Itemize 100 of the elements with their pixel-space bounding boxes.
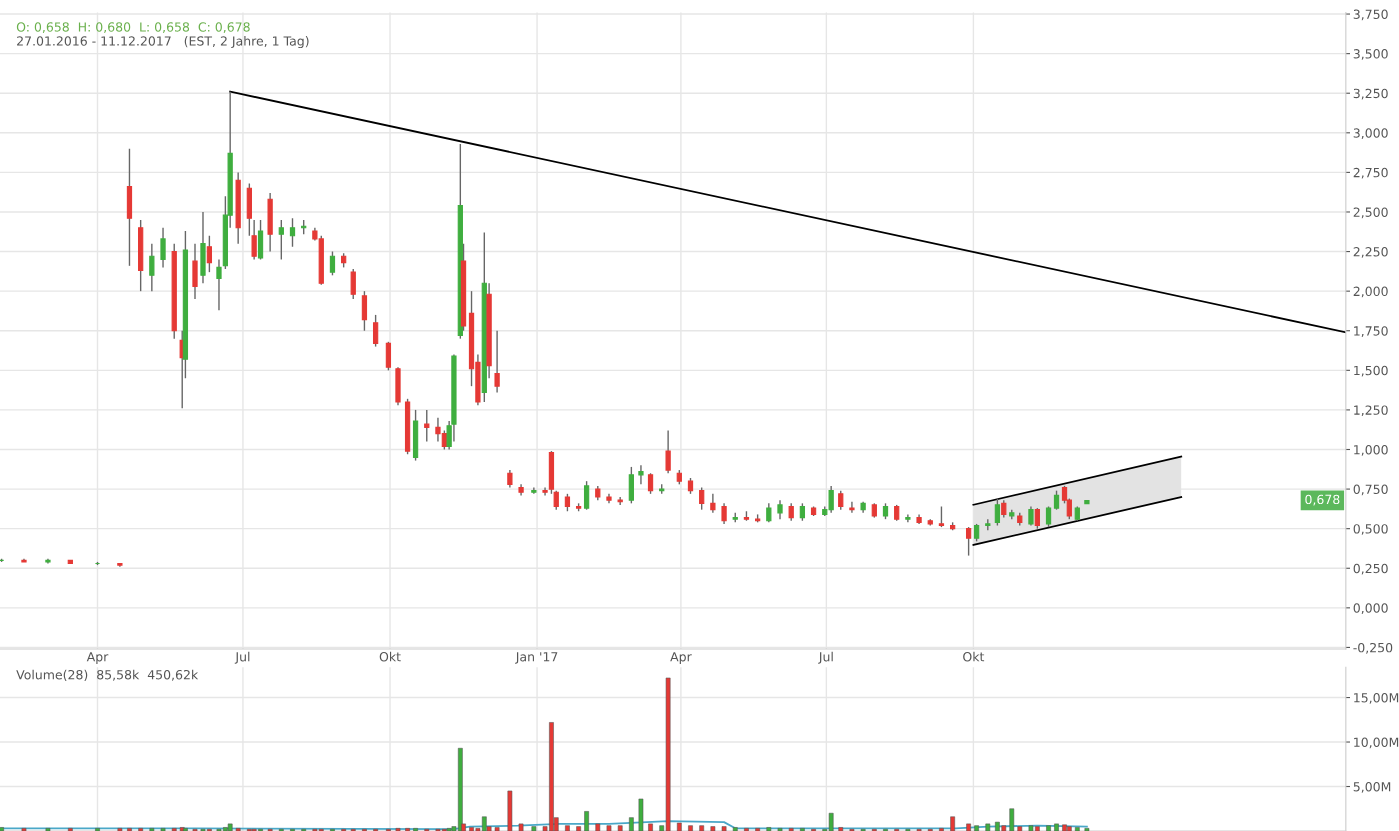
candlestick xyxy=(938,505,945,528)
y-tick-label: 0,250 xyxy=(1353,563,1388,575)
y-tick-label: 15,00M xyxy=(1354,693,1399,704)
candlestick xyxy=(424,409,430,443)
x-tick-label: Jul xyxy=(234,651,250,664)
candlestick xyxy=(1034,507,1040,530)
bar xyxy=(494,827,500,831)
y-tick-label: 1,500 xyxy=(1354,365,1388,377)
bar xyxy=(507,790,513,831)
bar xyxy=(21,828,27,831)
annotation: O: 0,658 H: 0,680 L: 0,658 C: 0,678 xyxy=(16,22,250,33)
candlestick xyxy=(583,480,590,511)
bar xyxy=(606,825,612,831)
candlestick xyxy=(638,464,644,486)
candlestick xyxy=(1028,505,1034,527)
bar xyxy=(974,825,979,831)
bar xyxy=(227,823,233,831)
candlestick xyxy=(160,227,166,269)
y-tick-label: 1,250 xyxy=(1354,405,1388,417)
bar xyxy=(966,823,971,831)
candlestick xyxy=(617,496,623,506)
x-tick-label: Apr xyxy=(86,652,109,664)
candlestick xyxy=(994,497,1001,527)
bar xyxy=(595,823,601,831)
bar xyxy=(1074,827,1080,831)
y-tick-label: 2,000 xyxy=(1353,286,1388,298)
bar xyxy=(565,825,570,831)
bar xyxy=(531,826,537,831)
bar xyxy=(648,823,653,831)
bar xyxy=(1054,823,1059,831)
bar xyxy=(638,798,644,831)
candlestick xyxy=(699,486,705,511)
bar xyxy=(699,825,705,831)
bar xyxy=(800,828,805,831)
bar xyxy=(1017,826,1023,831)
y-tick-label: 0,000 xyxy=(1353,603,1388,615)
bar xyxy=(710,826,716,831)
bar xyxy=(617,825,623,831)
bar xyxy=(576,826,581,831)
candlestick xyxy=(361,290,368,332)
y-tick-label: 2,500 xyxy=(1353,207,1388,219)
bar xyxy=(518,823,524,831)
bar xyxy=(1084,828,1090,831)
y-tick-label: 5,00M xyxy=(1353,781,1391,793)
y-tick-label: 0,750 xyxy=(1353,484,1388,496)
bar xyxy=(732,827,738,831)
candlestick xyxy=(494,330,500,394)
candlestick xyxy=(216,258,222,311)
candlestick xyxy=(385,341,392,372)
candlestick xyxy=(905,513,911,524)
candlestick xyxy=(710,493,716,514)
candlestick xyxy=(372,314,379,348)
bar xyxy=(171,828,177,831)
x-tick-label: Okt xyxy=(379,651,401,662)
bar xyxy=(183,828,188,831)
y-tick-label: 1,000 xyxy=(1354,444,1388,456)
bar xyxy=(149,828,155,831)
candlestick xyxy=(329,250,336,277)
y-tick-label: 3,500 xyxy=(1353,49,1388,60)
candlestick xyxy=(289,217,296,248)
candlestick xyxy=(542,486,548,497)
y-tick-label: 3,250 xyxy=(1353,88,1388,100)
x-tick-label: Jan '17 xyxy=(515,652,558,664)
bar xyxy=(584,811,589,831)
bar xyxy=(127,828,132,831)
candlestick xyxy=(553,489,559,511)
bar xyxy=(413,828,418,831)
bar xyxy=(788,828,794,831)
y-tick-label: 3,000 xyxy=(1353,128,1388,140)
bar xyxy=(95,828,100,831)
bar xyxy=(939,828,944,831)
annotation: 27.01.2016 - 11.12.2017 (EST, 2 Jahre, 1 Tag) xyxy=(17,36,309,49)
bar xyxy=(766,827,772,831)
annotation: 0,678 xyxy=(1305,494,1340,506)
bar xyxy=(160,828,166,831)
candlestick xyxy=(665,429,671,474)
y-tick-label: -0,250 xyxy=(1353,642,1393,654)
candlestick xyxy=(206,235,213,273)
y-tick-label: 2,750 xyxy=(1353,167,1388,179)
bar xyxy=(235,828,241,831)
bar xyxy=(985,823,991,831)
bar xyxy=(629,817,634,831)
x-tick-label: Apr xyxy=(670,652,692,664)
candlestick xyxy=(1053,489,1060,511)
bar xyxy=(1066,826,1072,831)
bar xyxy=(1009,808,1015,831)
bar xyxy=(67,828,73,831)
bar xyxy=(405,828,410,831)
annotation: Volume(28) 85,58k 450,62k xyxy=(16,669,199,681)
y-tick-label: 3,750 xyxy=(1353,9,1388,21)
bar xyxy=(395,828,401,831)
x-tick-label: Jul xyxy=(818,651,833,664)
candlestick xyxy=(149,242,155,292)
bar xyxy=(117,828,123,831)
bar xyxy=(138,828,144,831)
y-tick-label: 2,250 xyxy=(1353,247,1388,258)
bar xyxy=(688,825,693,831)
candlestick xyxy=(777,499,783,520)
y-tick-label: 10,00M xyxy=(1354,737,1399,749)
candlestick xyxy=(350,268,356,300)
